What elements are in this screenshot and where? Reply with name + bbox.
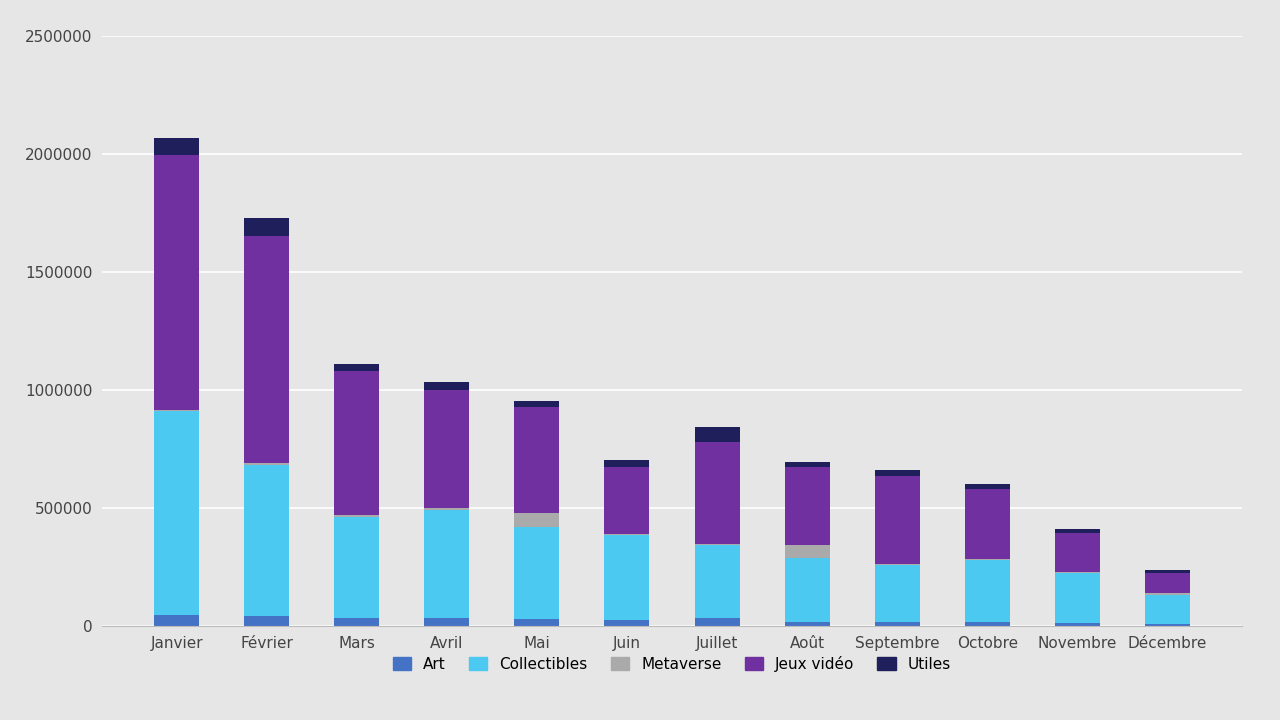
Bar bbox=[695, 427, 740, 442]
Bar bbox=[334, 618, 379, 626]
Bar bbox=[515, 513, 559, 527]
Bar bbox=[965, 485, 1010, 489]
Bar bbox=[515, 619, 559, 626]
Bar bbox=[965, 489, 1010, 559]
Bar bbox=[425, 510, 470, 618]
Bar bbox=[1055, 529, 1100, 533]
Bar bbox=[874, 470, 919, 476]
Bar bbox=[154, 412, 200, 615]
Bar bbox=[604, 534, 649, 536]
Bar bbox=[1055, 533, 1100, 572]
Bar bbox=[695, 618, 740, 626]
Bar bbox=[244, 464, 289, 616]
Bar bbox=[785, 462, 829, 467]
Bar bbox=[965, 560, 1010, 621]
Bar bbox=[244, 236, 289, 463]
Bar bbox=[604, 467, 649, 534]
Bar bbox=[1144, 624, 1190, 626]
Bar bbox=[515, 401, 559, 407]
Bar bbox=[874, 621, 919, 626]
Bar bbox=[1055, 623, 1100, 626]
Bar bbox=[515, 527, 559, 619]
Bar bbox=[425, 390, 470, 508]
Bar bbox=[874, 476, 919, 564]
Bar bbox=[965, 621, 1010, 626]
Bar bbox=[785, 558, 829, 621]
Bar bbox=[154, 615, 200, 626]
Bar bbox=[334, 516, 379, 618]
Bar bbox=[154, 138, 200, 155]
Bar bbox=[695, 442, 740, 544]
Bar bbox=[425, 618, 470, 626]
Legend: Art, Collectibles, Metaverse, Jeux vidéo, Utiles: Art, Collectibles, Metaverse, Jeux vidéo… bbox=[387, 649, 957, 678]
Bar bbox=[425, 508, 470, 510]
Bar bbox=[1144, 573, 1190, 593]
Bar bbox=[785, 467, 829, 545]
Bar bbox=[604, 621, 649, 626]
Bar bbox=[604, 460, 649, 467]
Bar bbox=[1144, 593, 1190, 595]
Bar bbox=[515, 407, 559, 513]
Bar bbox=[1055, 573, 1100, 623]
Bar bbox=[874, 564, 919, 565]
Bar bbox=[695, 544, 740, 545]
Bar bbox=[965, 559, 1010, 560]
Bar bbox=[1055, 572, 1100, 573]
Bar bbox=[244, 463, 289, 464]
Bar bbox=[334, 371, 379, 516]
Bar bbox=[785, 545, 829, 558]
Bar bbox=[244, 616, 289, 626]
Bar bbox=[154, 155, 200, 410]
Bar bbox=[695, 545, 740, 618]
Bar bbox=[785, 621, 829, 626]
Bar bbox=[1144, 595, 1190, 624]
Bar bbox=[334, 364, 379, 371]
Bar bbox=[244, 218, 289, 236]
Bar bbox=[874, 565, 919, 621]
Bar bbox=[425, 382, 470, 390]
Bar bbox=[604, 536, 649, 621]
Bar bbox=[1144, 570, 1190, 573]
Bar bbox=[154, 410, 200, 412]
